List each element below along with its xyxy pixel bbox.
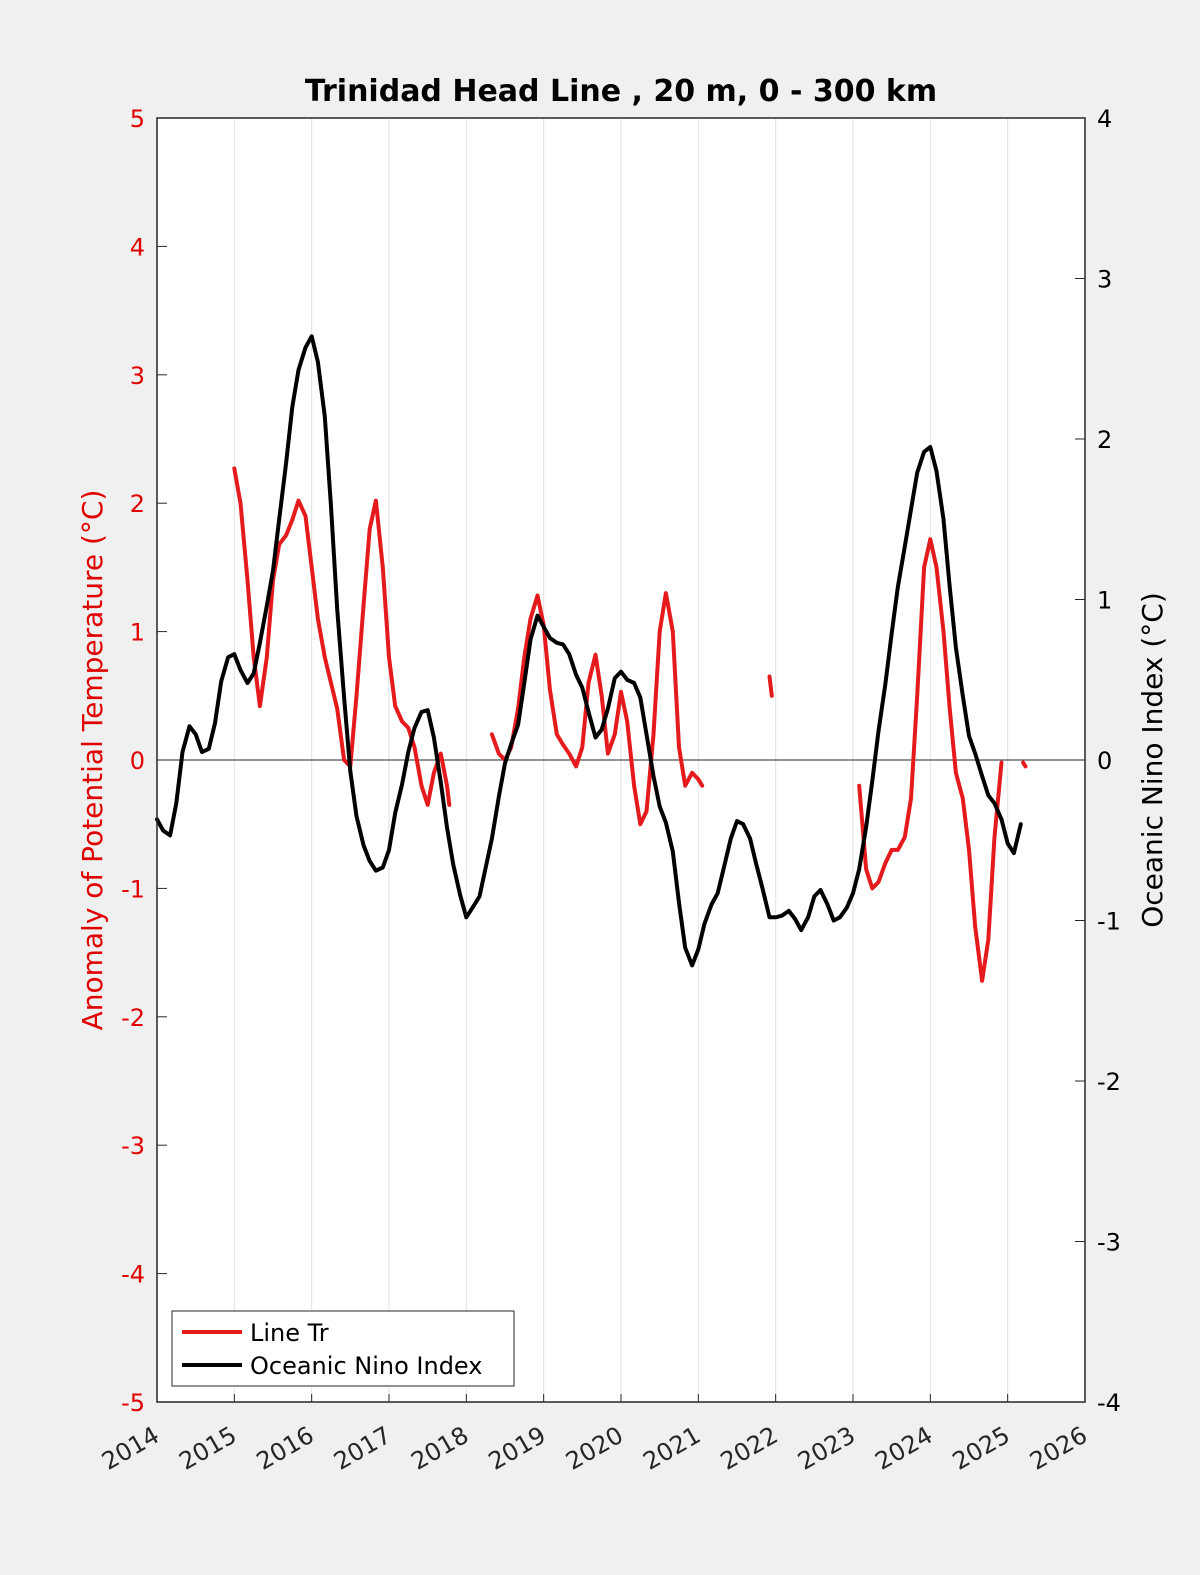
y-axis-right: -4 -3 -2 -1 0 1 2 3 4 <box>1075 105 1121 1417</box>
legend-label-line-tr: Line Tr <box>250 1319 329 1347</box>
series-oni <box>155 334 1023 968</box>
y-right-tick-label: 3 <box>1097 266 1112 294</box>
y-right-tick-label: -3 <box>1097 1229 1121 1257</box>
oni-segment <box>155 334 1023 968</box>
y-axis-left-label: Anomaly of Potential Temperature (°C) <box>76 490 109 1031</box>
y-right-tick-label: 0 <box>1097 747 1112 775</box>
y-right-tick-label: -2 <box>1097 1068 1121 1096</box>
y-left-tick-label: -3 <box>121 1132 145 1160</box>
y-left-tick-label: 1 <box>130 619 145 647</box>
x-tick-label: 2016 <box>252 1421 319 1476</box>
x-tick-label: 2021 <box>638 1421 705 1476</box>
x-tick-label: 2015 <box>174 1421 241 1476</box>
series-line-tr <box>232 466 1028 983</box>
legend-label-oni: Oceanic Nino Index <box>250 1352 482 1380</box>
line-tr-segment <box>857 537 1004 983</box>
x-tick-label: 2014 <box>97 1421 164 1476</box>
y-right-tick-label: 4 <box>1097 105 1112 133</box>
y-left-tick-label: -4 <box>121 1261 145 1289</box>
x-tick-label: 2025 <box>948 1421 1015 1476</box>
x-tick-label: 2024 <box>870 1421 937 1476</box>
x-tick-label: 2017 <box>329 1421 396 1476</box>
y-axis-right-label: Oceanic Nino Index (°C) <box>1136 592 1169 928</box>
y-left-tick-label: 5 <box>130 105 145 133</box>
y-left-tick-label: 2 <box>130 490 145 518</box>
x-tick-label: 2026 <box>1025 1421 1092 1476</box>
legend-box <box>171 1310 515 1387</box>
y-left-tick-label: -1 <box>121 875 145 903</box>
legend: Line Tr Oceanic Nino Index <box>171 1310 515 1387</box>
y-right-tick-label: 2 <box>1097 426 1112 454</box>
y-left-tick-label: 4 <box>130 233 145 261</box>
x-tick-label: 2023 <box>793 1421 860 1476</box>
line-tr-segment <box>767 674 774 698</box>
y-left-tick-label: -5 <box>121 1389 145 1417</box>
y-right-tick-label: -4 <box>1097 1389 1121 1417</box>
x-tick-label: 2018 <box>406 1421 473 1476</box>
x-tick-label: 2022 <box>716 1421 783 1476</box>
line-tr-segment <box>1021 760 1028 769</box>
y-right-tick-label: 1 <box>1097 587 1112 615</box>
y-left-tick-label: 0 <box>130 747 145 775</box>
y-axis-left: -5 -4 -3 -2 -1 0 1 2 3 4 5 <box>121 105 167 1417</box>
y-right-tick-label: -1 <box>1097 908 1121 936</box>
y-left-tick-label: 3 <box>130 362 145 390</box>
series-layer <box>155 334 1028 983</box>
x-axis: 2014 2015 2016 2017 2018 2019 2020 2021 2022 2023… <box>97 1394 1092 1476</box>
y-left-tick-label: -2 <box>121 1004 145 1032</box>
line-tr-segment <box>489 591 705 827</box>
chart-title: Trinidad Head Line , 20 m, 0 - 300 km <box>305 74 937 109</box>
x-tick-label: 2020 <box>561 1421 628 1476</box>
x-tick-label: 2019 <box>484 1421 551 1476</box>
line-tr-segment <box>232 466 452 807</box>
